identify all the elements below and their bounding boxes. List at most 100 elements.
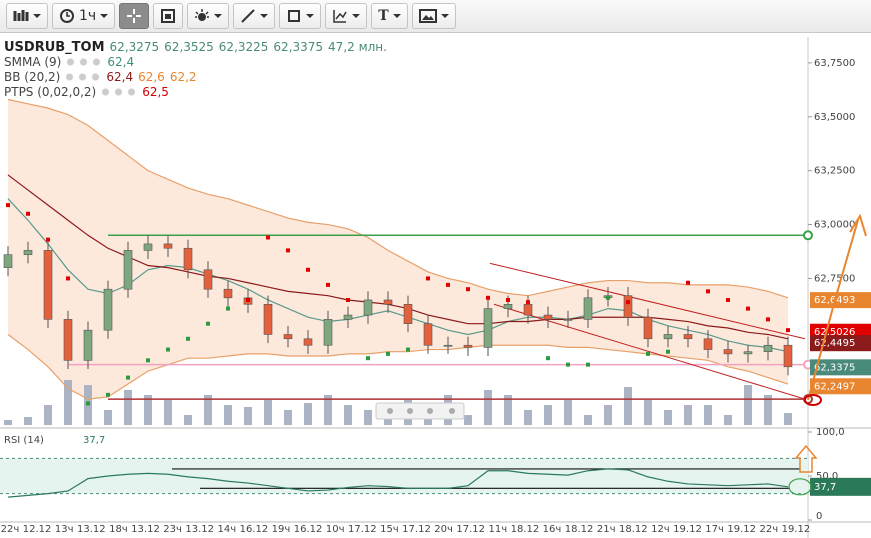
screenshot-button[interactable] — [153, 3, 184, 29]
y-tick-label: 63,0000 — [814, 220, 855, 231]
shape-tool-button[interactable] — [279, 3, 322, 29]
indicator-value: 62,6 — [138, 70, 165, 84]
y-tick-label: 62,7500 — [814, 273, 855, 284]
candle-body — [83, 329, 93, 361]
ptps-dot — [726, 297, 730, 302]
ptps-dot — [406, 347, 410, 352]
volume-bar — [164, 400, 172, 425]
candle-body — [363, 299, 373, 316]
volume-bar — [544, 405, 552, 425]
x-tick-label: 16.12 — [294, 524, 323, 535]
ptps-dot — [86, 401, 90, 406]
ptps-dot — [106, 392, 110, 397]
ptps-dot — [606, 295, 610, 300]
fib-tool-button[interactable] — [325, 3, 368, 29]
indicator-name: BB (20,2) — [4, 70, 61, 84]
indicator-icons[interactable] — [99, 88, 138, 96]
text-tool-button[interactable]: T — [371, 3, 408, 29]
volume-bar — [584, 415, 592, 425]
icon — [241, 9, 255, 23]
ptps-dot — [526, 300, 530, 305]
icon — [195, 9, 210, 21]
volume-bar — [664, 410, 672, 425]
y-tick-label: 63,7500 — [814, 58, 855, 69]
x-tick-label: 11ч — [488, 524, 507, 535]
indicator-icons[interactable] — [63, 73, 102, 81]
ptps-dot — [446, 282, 450, 287]
volume-bar — [324, 395, 332, 425]
candle-body — [663, 334, 673, 340]
legend-row: USDRUB_TOM 62,3275 62,3525 62,3225 62,3375 47… — [4, 40, 387, 55]
header-value: 62,3525 — [164, 40, 214, 54]
candle-body — [123, 250, 133, 290]
ptps-dot — [626, 300, 630, 305]
volume-bar — [304, 403, 312, 425]
legend: USDRUB_TOM 62,3275 62,3525 62,3225 62,3375 47… — [4, 40, 387, 100]
rsi-line — [7, 468, 789, 498]
candle-body — [183, 247, 193, 271]
candle-body — [403, 303, 413, 324]
volume-bar — [684, 405, 692, 425]
x-tick-label: 12.12 — [23, 524, 52, 535]
candle-body — [423, 323, 433, 346]
candle-body — [643, 316, 653, 340]
x-tick-label: 13.12 — [185, 524, 214, 535]
ptps-dot — [666, 349, 670, 354]
y-tick-label: 63,2500 — [814, 166, 855, 177]
ptps-dot — [746, 306, 750, 311]
indicators-button[interactable] — [187, 3, 230, 29]
crosshair-button[interactable] — [119, 3, 150, 29]
x-tick-label: 18.12 — [565, 524, 594, 535]
candle-body — [343, 314, 353, 320]
volume-bar — [44, 405, 52, 425]
candle-body — [163, 243, 173, 249]
line-tool-button[interactable] — [233, 3, 276, 29]
x-tick-label: 19.12 — [727, 524, 756, 535]
ptps-dot — [46, 237, 50, 242]
rsi-value: 37,7 — [83, 435, 105, 446]
volume-bar — [524, 410, 532, 425]
icon — [161, 9, 176, 23]
candle-body — [703, 338, 713, 350]
indicator-icons[interactable] — [64, 58, 103, 66]
x-tick-label: 14ч — [217, 524, 236, 535]
x-tick-label: 17.12 — [402, 524, 431, 535]
legend-row: BB (20,2) 62,4 62,6 62,2 — [4, 70, 387, 85]
x-tick-label: 22ч — [1, 524, 20, 535]
candle-body — [303, 338, 313, 346]
candle-body — [743, 351, 753, 355]
chart-type-button[interactable] — [6, 3, 48, 29]
volume-bar — [184, 415, 192, 425]
line-handle — [803, 230, 813, 241]
ptps-dot — [366, 356, 370, 361]
indicator-value: 62,5 — [142, 85, 169, 99]
scroll-box — [375, 402, 465, 420]
interval-button[interactable]: 1ч — [52, 3, 116, 29]
x-tick-label: 19.12 — [782, 524, 811, 535]
icon — [127, 9, 142, 23]
volume-bar — [264, 400, 272, 425]
rsi-tag-label: 37,7 — [814, 482, 836, 493]
icon — [418, 9, 437, 23]
candle-body — [503, 303, 513, 309]
candle-body — [763, 344, 773, 353]
candle-body — [623, 295, 633, 318]
x-tick-label: 17.12 — [456, 524, 485, 535]
volume-bar — [704, 405, 712, 425]
volume-bar — [644, 400, 652, 425]
volume-bar — [104, 410, 112, 425]
rsi-tag — [810, 477, 871, 496]
candle-body — [103, 288, 113, 331]
annotation — [788, 478, 812, 496]
image-tool-button[interactable] — [411, 3, 456, 29]
volume-bar — [384, 415, 392, 425]
header-value: 62,3225 — [218, 40, 269, 54]
volume-bar — [124, 390, 132, 425]
ptps-dot — [66, 276, 70, 281]
x-tick-label: 19ч — [272, 524, 291, 535]
x-tick-label: 17ч — [705, 524, 724, 535]
volume-bar — [784, 413, 792, 425]
symbol: USDRUB_TOM — [4, 40, 105, 55]
